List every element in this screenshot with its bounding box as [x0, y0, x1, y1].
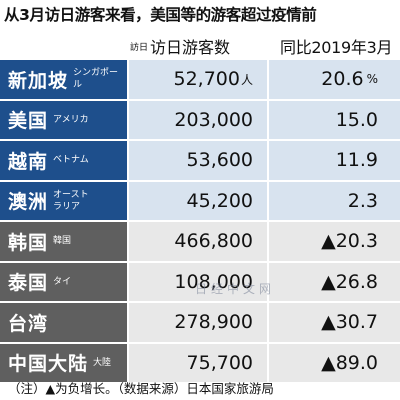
visitors-cell: 53,600 — [129, 141, 267, 180]
visitors-value: 53,600 — [186, 149, 253, 172]
table-row: 越南 ベトナム 53,600 11.9 — [0, 141, 400, 182]
country-name-japanese: オースト ラリア — [53, 189, 89, 212]
header-visitors-label: 访日游客数 — [150, 38, 231, 57]
visitors-cell: 466,800 — [129, 222, 267, 261]
country-name: 中国大陆 — [8, 353, 89, 376]
country-label: 新加坡 シンガポール — [0, 60, 127, 99]
footnote: （注）▲为负增长。（数据来源）日本国家旅游局 — [8, 381, 274, 396]
country-label: 越南 ベトナム — [0, 141, 127, 180]
chart-title: 从3月访日游客来看，美国等的游客超过疫情前 — [4, 6, 317, 24]
change-cell: 20.6% — [269, 60, 400, 99]
visitors-cell: 278,900 — [129, 303, 267, 342]
change-value: 2.3 — [347, 189, 378, 212]
country-name: 韩国 — [8, 231, 49, 254]
visitors-value: 75,700 — [186, 351, 253, 374]
visitors-value: 52,700 — [173, 68, 240, 91]
change-value: ▲89.0 — [321, 351, 378, 374]
change-cell: ▲26.8 — [269, 262, 400, 301]
change-value: 20.6 — [321, 68, 364, 91]
table-header: 訪日 访日游客数 同比2019年3月 — [0, 32, 400, 58]
change-value: 11.9 — [335, 149, 378, 172]
country-name: 台湾 — [8, 312, 49, 335]
change-value: ▲20.3 — [321, 230, 378, 253]
watermark: 日经中文网 — [195, 282, 276, 296]
country-name-japanese: アメリカ — [53, 114, 89, 125]
country-name: 泰国 — [8, 272, 49, 295]
table-row: 泰国 タイ 108,000 ▲26.8 — [0, 262, 400, 303]
visitors-value: 466,800 — [174, 230, 253, 253]
visitors-cell: 108,000 — [129, 262, 267, 301]
country-name: 新加坡 — [8, 69, 69, 92]
table-row: 新加坡 シンガポール 52,700 人 20.6% — [0, 60, 400, 101]
table-row: 美国 アメリカ 203,000 15.0 — [0, 100, 400, 141]
country-name: 美国 — [8, 110, 49, 133]
visitors-cell: 45,200 — [129, 181, 267, 220]
table-row: 澳洲 オースト ラリア 45,200 2.3 — [0, 181, 400, 222]
table-row: 韩国 韓国 466,800 ▲20.3 — [0, 222, 400, 263]
visitors-unit: 人 — [240, 72, 253, 87]
table-row: 台湾 278,900 ▲30.7 — [0, 303, 400, 344]
visitors-cell: 203,000 — [129, 100, 267, 139]
change-value: 15.0 — [335, 108, 378, 131]
table-row: 中国大陆 大陸 75,700 ▲89.0 — [0, 343, 400, 384]
change-unit: % — [366, 72, 378, 87]
visitors-value: 278,900 — [174, 311, 253, 334]
country-name-japanese: 大陸 — [93, 357, 112, 368]
country-label: 中国大陆 大陸 — [0, 343, 127, 382]
country-label: 澳洲 オースト ラリア — [0, 181, 127, 220]
country-name: 澳洲 — [8, 191, 49, 214]
change-cell: 11.9 — [269, 141, 400, 180]
country-label: 美国 アメリカ — [0, 100, 127, 139]
change-value: ▲26.8 — [321, 270, 378, 293]
change-cell: 2.3 — [269, 181, 400, 220]
country-label: 泰国 タイ — [0, 262, 127, 301]
change-cell: ▲89.0 — [269, 343, 400, 382]
country-name-japanese: タイ — [53, 276, 72, 287]
header-visitors-tag: 訪日 — [130, 43, 149, 53]
change-cell: ▲30.7 — [269, 303, 400, 342]
visitors-cell: 75,700 — [129, 343, 267, 382]
change-cell: ▲20.3 — [269, 222, 400, 261]
change-cell: 15.0 — [269, 100, 400, 139]
visitors-value: 203,000 — [174, 108, 253, 131]
country-name-japanese: シンガポール — [73, 68, 119, 91]
header-change: 同比2019年3月 — [280, 38, 393, 57]
country-name: 越南 — [8, 150, 49, 173]
visitors-value: 108,000 — [174, 270, 253, 293]
country-label: 韩国 韓国 — [0, 222, 127, 261]
visitors-value: 45,200 — [186, 189, 253, 212]
country-name-japanese: ベトナム — [53, 155, 89, 166]
change-value: ▲30.7 — [321, 311, 378, 334]
visitors-cell: 52,700 人 — [129, 60, 267, 99]
header-visitors: 訪日 访日游客数 — [130, 34, 230, 58]
data-table: 新加坡 シンガポール 52,700 人 20.6% 美国 アメリカ 203,000 15.0 越南… — [0, 60, 400, 384]
country-name-japanese: 韓国 — [53, 236, 72, 247]
country-label: 台湾 — [0, 303, 127, 342]
